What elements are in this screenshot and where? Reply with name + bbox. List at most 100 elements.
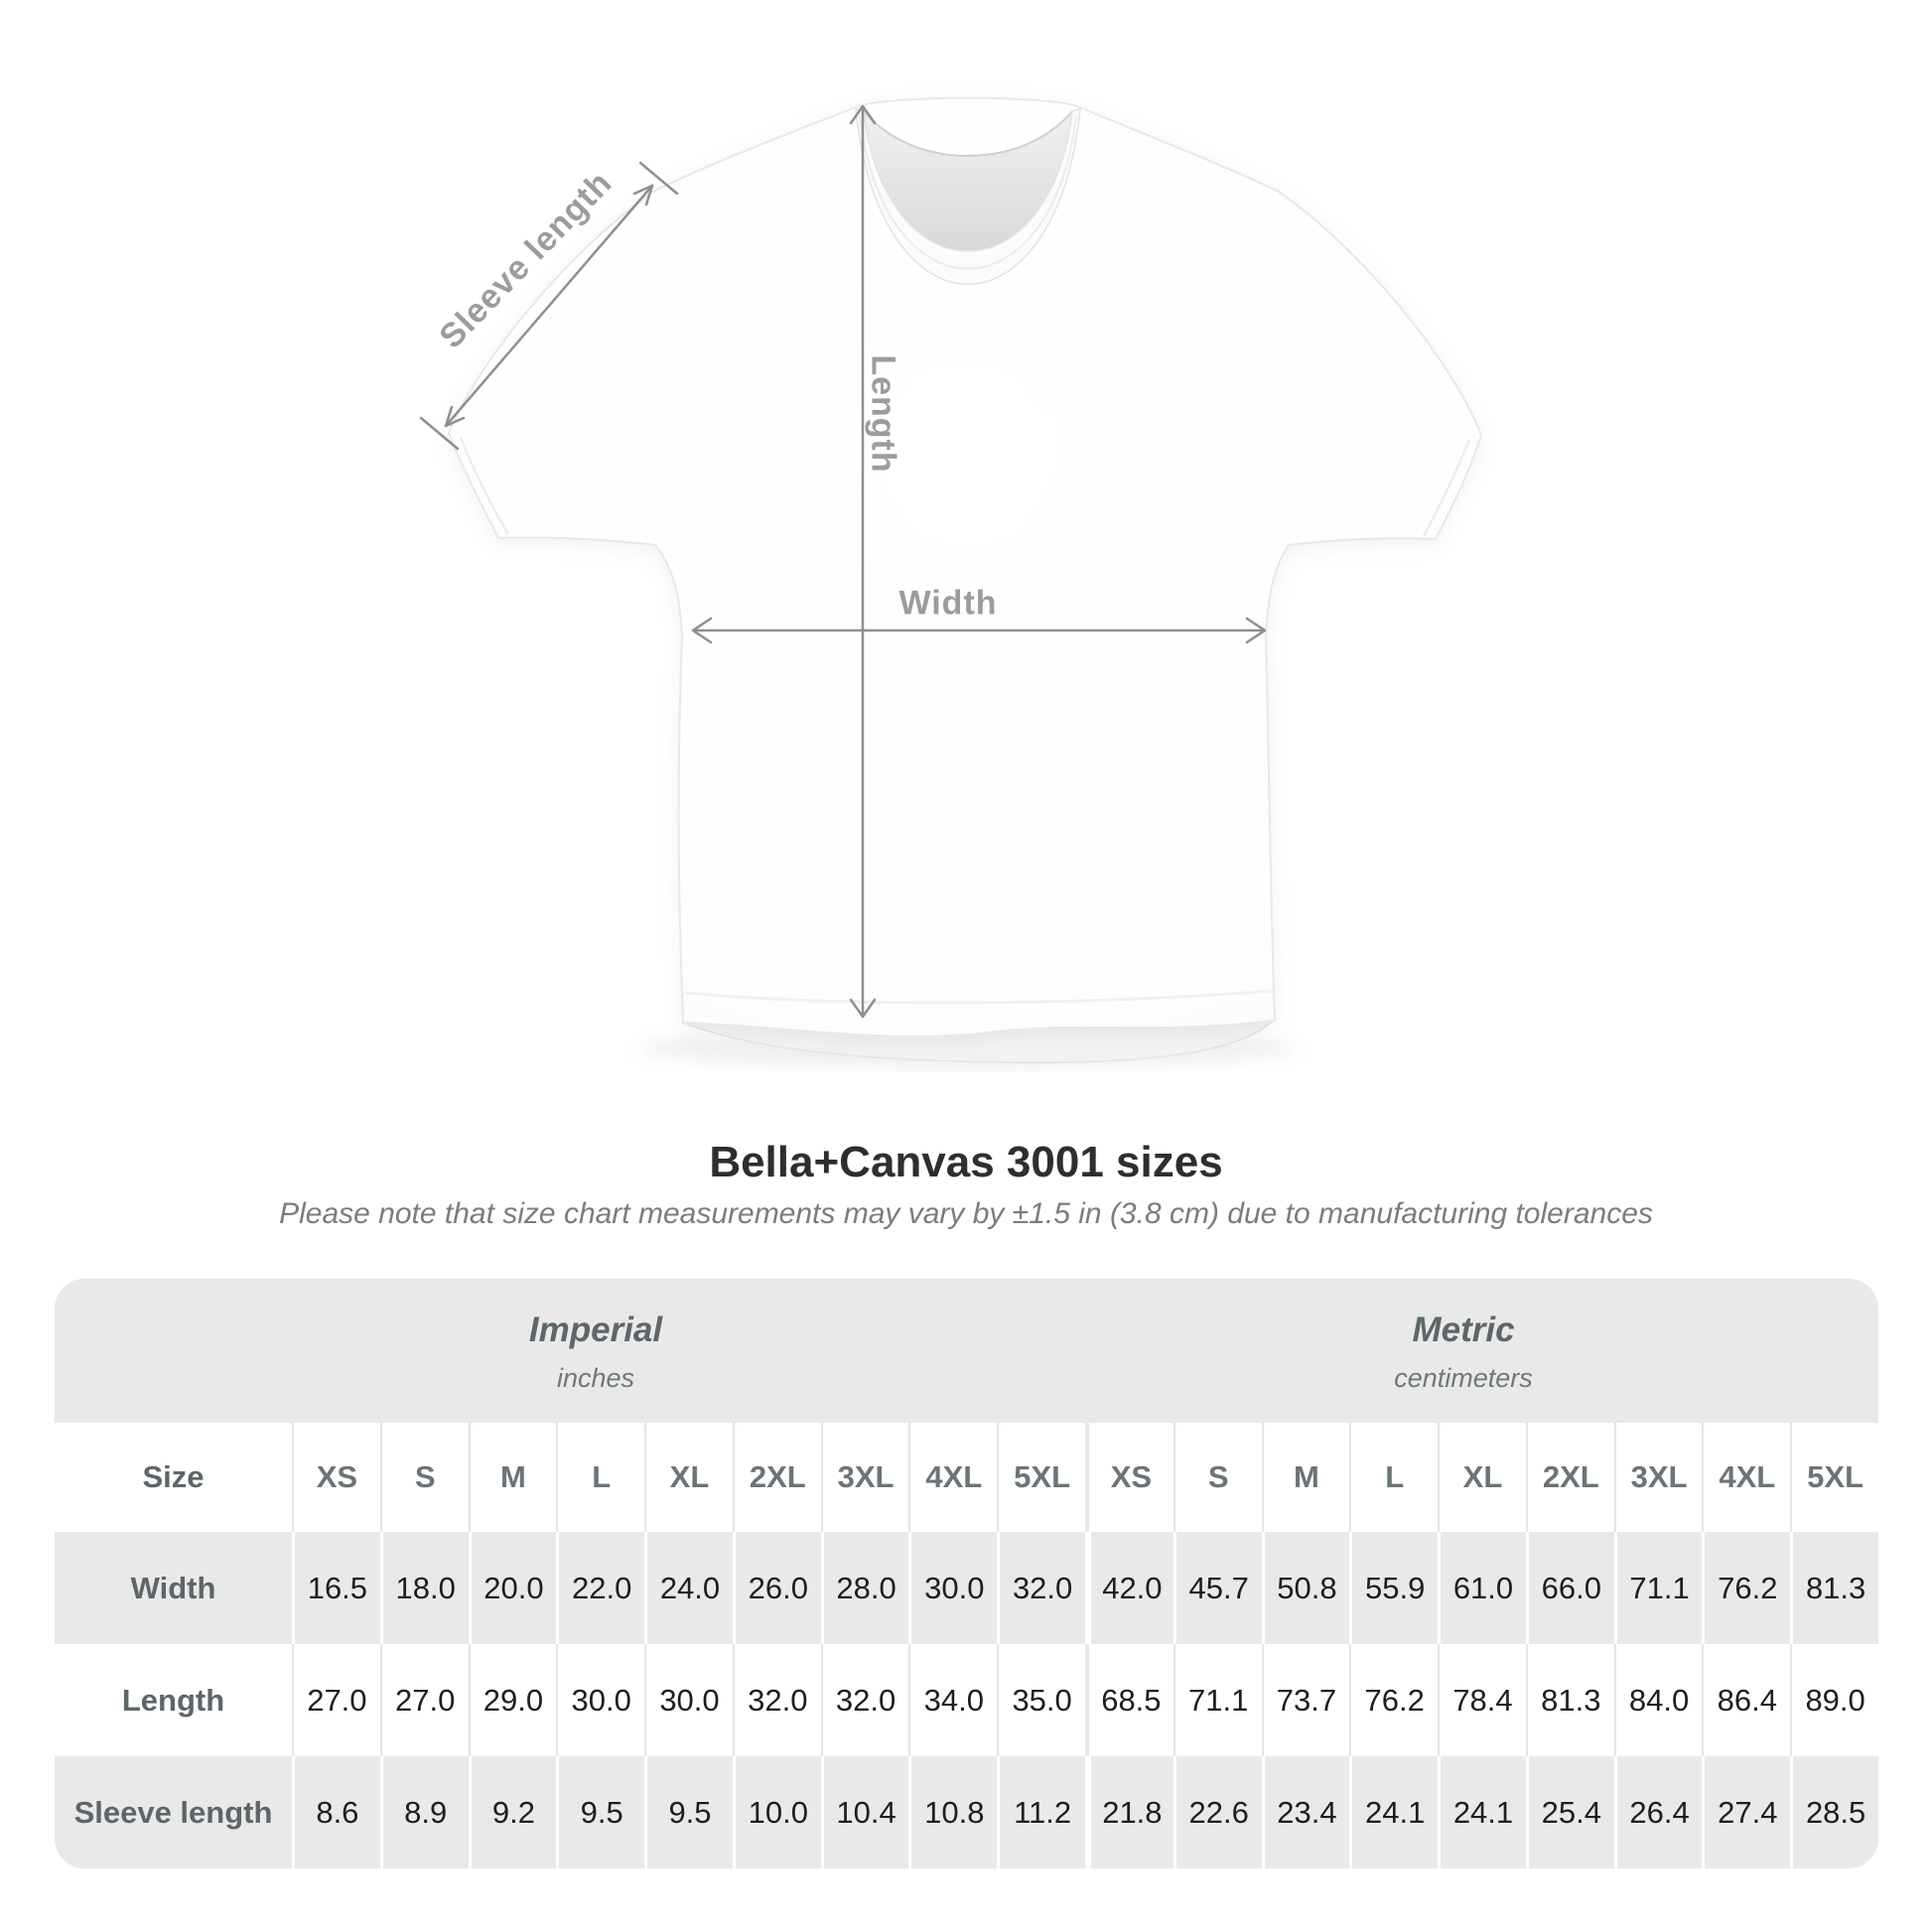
value-cell: 45.7 (1173, 1532, 1262, 1644)
value-cell: 81.3 (1790, 1532, 1878, 1644)
value-cell: 30.0 (644, 1644, 733, 1756)
value-cell: 10.0 (732, 1756, 821, 1868)
width-arrow (691, 617, 1267, 644)
length-label: Length (864, 354, 902, 474)
value-cell: 8.6 (292, 1756, 380, 1868)
value-cell: 27.4 (1702, 1756, 1790, 1868)
value-cell: 23.4 (1261, 1756, 1350, 1868)
imperial-section-title: Imperial (528, 1311, 663, 1349)
value-cell: 10.4 (820, 1756, 909, 1868)
value-cell: 61.0 (1438, 1532, 1526, 1644)
size-table-grid: Size XS S M L XL 2XL 3XL 4XL 5XL XS S M L XL 2XL 3XL 4XL 5… (55, 1423, 1878, 1868)
size-header-metric-2: M (1261, 1423, 1350, 1532)
value-cell: 24.1 (1438, 1756, 1526, 1868)
value-cell: 34.0 (908, 1644, 997, 1756)
value-cell: 22.0 (556, 1532, 644, 1644)
measurement-row: Width 16.5 18.0 20.0 22.0 24.0 26.0 28.0 30.0 32.… (55, 1532, 1878, 1644)
tshirt-diagram (419, 96, 1483, 1068)
metric-section-header: Metric centimeters (1394, 1279, 1533, 1423)
width-label: Width (898, 584, 998, 622)
value-cell: 81.3 (1525, 1644, 1614, 1756)
collar (855, 108, 1081, 285)
row-label: Width (130, 1570, 216, 1605)
value-cell: 24.1 (1349, 1756, 1438, 1868)
value-cell: 55.9 (1349, 1532, 1438, 1644)
value-cell: 25.4 (1525, 1756, 1614, 1868)
size-header-imperial-0: XS (292, 1423, 380, 1532)
value-cell: 22.6 (1173, 1756, 1262, 1868)
row-label: Sleeve length (73, 1794, 273, 1830)
metric-section-title: Metric (1412, 1311, 1515, 1349)
value-cell: 76.2 (1702, 1532, 1790, 1644)
size-header-imperial-6: 3XL (820, 1423, 909, 1532)
value-cell: 21.8 (1085, 1756, 1173, 1868)
imperial-section-header: Imperial inches (529, 1279, 662, 1423)
size-table: Imperial inches Metric centimeters Size X… (55, 1279, 1878, 1868)
value-cell: 10.8 (908, 1756, 997, 1868)
value-cell: 35.0 (997, 1644, 1085, 1756)
value-cell: 29.0 (468, 1644, 557, 1756)
value-cell: 9.5 (644, 1756, 733, 1868)
value-cell: 50.8 (1261, 1532, 1350, 1644)
value-cell: 66.0 (1525, 1532, 1614, 1644)
stitch-lines (459, 437, 1471, 1005)
unit-section-band: Imperial inches Metric centimeters (55, 1279, 1878, 1423)
size-header-metric-7: 4XL (1702, 1423, 1790, 1532)
measurement-row: Sleeve length 8.6 8.9 9.2 9.5 9.5 10.0 10.4 10.8… (55, 1756, 1878, 1868)
size-header-imperial-8: 5XL (997, 1423, 1085, 1532)
tolerance-note: Please note that size chart measurements… (279, 1197, 1653, 1230)
value-cell: 32.0 (820, 1644, 909, 1756)
size-header-row: Size XS S M L XL 2XL 3XL 4XL 5XL XS S M L XL 2XL 3XL 4XL 5… (55, 1423, 1878, 1532)
value-cell: 86.4 (1702, 1644, 1790, 1756)
size-header-imperial-2: M (468, 1423, 557, 1532)
value-cell: 71.1 (1173, 1644, 1262, 1756)
size-header-metric-4: XL (1438, 1423, 1526, 1532)
value-cell: 28.0 (820, 1532, 909, 1644)
size-header-imperial-4: XL (644, 1423, 733, 1532)
value-cell: 78.4 (1438, 1644, 1526, 1756)
measurement-arrows (419, 104, 1267, 1019)
size-header-metric-1: S (1173, 1423, 1262, 1532)
value-cell: 68.5 (1085, 1644, 1173, 1756)
length-arrow (849, 104, 877, 1019)
size-header-imperial-7: 4XL (908, 1423, 997, 1532)
value-cell: 89.0 (1790, 1644, 1878, 1756)
value-cell: 71.1 (1613, 1532, 1703, 1644)
value-cell: 30.0 (556, 1644, 644, 1756)
value-cell: 9.2 (468, 1756, 557, 1868)
size-header-imperial-3: L (556, 1423, 644, 1532)
value-cell: 42.0 (1085, 1532, 1173, 1644)
page-title: Bella+Canvas 3001 sizes (709, 1138, 1223, 1186)
size-header-imperial-1: S (379, 1423, 469, 1532)
value-cell: 24.0 (644, 1532, 733, 1644)
size-header-metric-6: 3XL (1613, 1423, 1703, 1532)
value-cell: 32.0 (997, 1532, 1085, 1644)
value-cell: 27.0 (292, 1644, 380, 1756)
value-cell: 16.5 (292, 1532, 380, 1644)
value-cell: 28.5 (1790, 1756, 1878, 1868)
value-cell: 20.0 (468, 1532, 557, 1644)
tshirt-silhouette (447, 96, 1483, 1038)
value-cell: 26.0 (732, 1532, 821, 1644)
value-cell: 30.0 (908, 1532, 997, 1644)
value-cell: 84.0 (1613, 1644, 1703, 1756)
value-cell: 76.2 (1349, 1644, 1438, 1756)
value-cell: 26.4 (1613, 1756, 1703, 1868)
value-cell: 27.0 (379, 1644, 469, 1756)
row-label: Length (121, 1682, 225, 1718)
size-header-imperial-5: 2XL (732, 1423, 821, 1532)
size-header-metric-5: 2XL (1525, 1423, 1614, 1532)
measurement-row: Length 27.0 27.0 29.0 30.0 30.0 32.0 32.0 34.0 35… (55, 1644, 1878, 1756)
value-cell: 11.2 (997, 1756, 1085, 1868)
size-header-metric-0: XS (1085, 1423, 1173, 1532)
value-cell: 73.7 (1261, 1644, 1350, 1756)
value-cell: 32.0 (732, 1644, 821, 1756)
size-header-metric-8: 5XL (1790, 1423, 1878, 1532)
value-cell: 8.9 (379, 1756, 469, 1868)
metric-section-unit: centimeters (1394, 1363, 1533, 1393)
value-cell: 9.5 (556, 1756, 644, 1868)
sleeve-length-arrow (419, 161, 679, 451)
size-column-label: Size (142, 1459, 205, 1494)
value-cell: 18.0 (379, 1532, 469, 1644)
size-header-metric-3: L (1349, 1423, 1438, 1532)
